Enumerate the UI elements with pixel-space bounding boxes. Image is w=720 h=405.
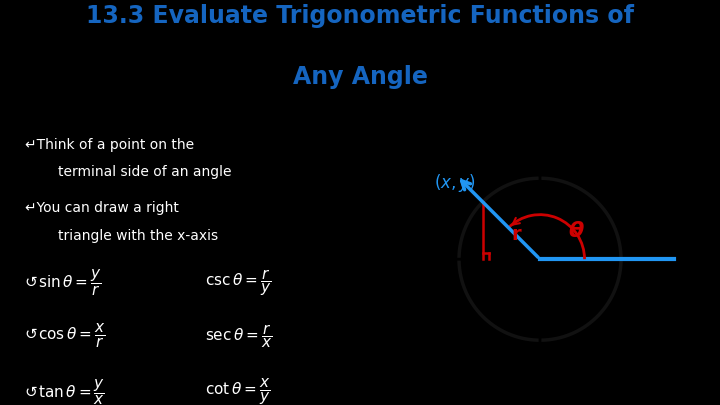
Text: terminal side of an angle: terminal side of an angle xyxy=(58,165,231,179)
Text: $\circlearrowleft\!\tan\theta = \dfrac{y}{x}$: $\circlearrowleft\!\tan\theta = \dfrac{y… xyxy=(22,377,104,405)
Text: $\circlearrowleft\!\sin\theta = \dfrac{y}{r}$: $\circlearrowleft\!\sin\theta = \dfrac{y… xyxy=(22,267,102,298)
Text: $(x, y)$: $(x, y)$ xyxy=(434,172,476,194)
Text: ↵Think of a point on the: ↵Think of a point on the xyxy=(25,138,194,152)
Text: $\circlearrowleft\!\cos\theta = \dfrac{x}{r}$: $\circlearrowleft\!\cos\theta = \dfrac{x… xyxy=(22,322,105,350)
Text: $\boldsymbol{\theta}$: $\boldsymbol{\theta}$ xyxy=(568,221,585,241)
Text: $\cot\theta = \dfrac{x}{y}$: $\cot\theta = \dfrac{x}{y}$ xyxy=(205,377,271,405)
Text: $\sec\theta = \dfrac{r}{x}$: $\sec\theta = \dfrac{r}{x}$ xyxy=(205,322,273,350)
Text: $\mathbf{r}$: $\mathbf{r}$ xyxy=(511,225,523,244)
Text: triangle with the x-axis: triangle with the x-axis xyxy=(58,229,217,243)
Text: 13.3 Evaluate Trigonometric Functions of: 13.3 Evaluate Trigonometric Functions of xyxy=(86,4,634,28)
Text: ↵You can draw a right: ↵You can draw a right xyxy=(25,201,179,215)
Text: Any Angle: Any Angle xyxy=(292,65,428,89)
Text: y: y xyxy=(546,119,557,137)
Text: x: x xyxy=(666,269,677,287)
Text: $\csc\theta = \dfrac{r}{y}$: $\csc\theta = \dfrac{r}{y}$ xyxy=(205,267,271,298)
